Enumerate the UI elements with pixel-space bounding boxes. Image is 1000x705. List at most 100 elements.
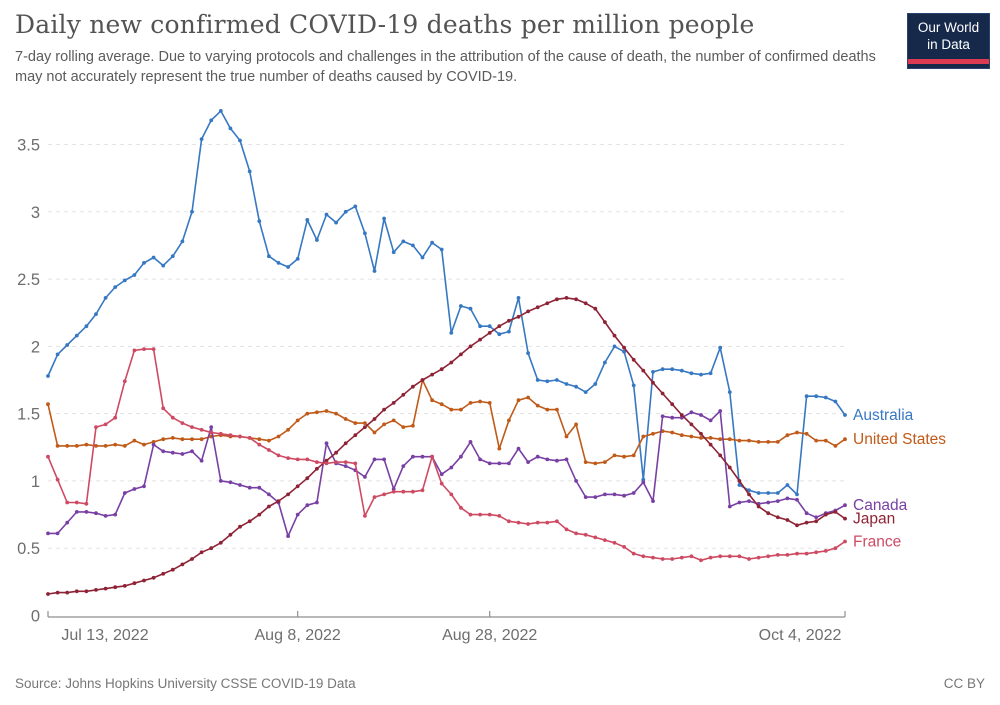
y-grid: 0 0.5 1 1.5 2 2.5 3 3.5 bbox=[17, 137, 845, 626]
data-point bbox=[343, 209, 348, 214]
data-point bbox=[401, 425, 406, 429]
data-point bbox=[708, 442, 713, 447]
legend-label-canada[interactable]: Canada bbox=[853, 497, 908, 514]
license-link[interactable]: CC BY bbox=[943, 676, 985, 691]
data-point bbox=[324, 458, 329, 463]
data-point bbox=[583, 390, 588, 394]
data-point bbox=[46, 374, 50, 378]
data-point bbox=[449, 331, 454, 335]
data-point bbox=[449, 492, 454, 497]
legend-label-japan[interactable]: Japan bbox=[853, 511, 895, 528]
data-point bbox=[180, 421, 185, 425]
data-point bbox=[411, 489, 415, 494]
data-point bbox=[679, 413, 684, 417]
data-point bbox=[305, 218, 310, 222]
data-point bbox=[257, 485, 262, 490]
data-point bbox=[478, 512, 482, 517]
data-point bbox=[747, 499, 751, 503]
data-point bbox=[593, 461, 598, 466]
data-point bbox=[46, 531, 50, 536]
data-point bbox=[718, 453, 723, 458]
data-point bbox=[401, 464, 406, 468]
legend-label-united-states[interactable]: United States bbox=[853, 431, 946, 448]
data-point bbox=[689, 434, 694, 439]
data-point bbox=[631, 551, 636, 556]
series-line-canada bbox=[47, 410, 846, 537]
data-point bbox=[439, 367, 444, 372]
data-point bbox=[526, 351, 530, 355]
y-tick-label: 3 bbox=[31, 204, 40, 222]
series-france: France bbox=[46, 347, 901, 563]
data-point bbox=[218, 479, 223, 483]
chart-header: Daily new confirmed COVID-19 deaths per … bbox=[15, 10, 895, 87]
data-point bbox=[267, 254, 271, 259]
data-point bbox=[113, 585, 118, 590]
data-point bbox=[603, 360, 607, 365]
data-point bbox=[468, 306, 473, 311]
data-point bbox=[775, 499, 780, 503]
data-point bbox=[631, 453, 636, 458]
data-point bbox=[747, 492, 751, 497]
data-point bbox=[487, 401, 492, 405]
data-point bbox=[497, 332, 502, 337]
data-point bbox=[660, 557, 665, 561]
data-point bbox=[113, 442, 118, 447]
data-point bbox=[363, 421, 367, 425]
data-point bbox=[382, 216, 386, 221]
data-point bbox=[46, 592, 50, 596]
owid-logo-red-bar bbox=[908, 58, 989, 64]
data-point bbox=[785, 518, 790, 522]
data-point bbox=[382, 407, 386, 412]
data-point bbox=[843, 516, 847, 521]
data-point bbox=[238, 434, 242, 439]
data-point bbox=[55, 477, 60, 482]
data-point bbox=[689, 410, 694, 415]
data-point bbox=[583, 532, 588, 537]
series-united-states: United States bbox=[46, 378, 946, 466]
data-point bbox=[756, 491, 761, 495]
data-point bbox=[391, 489, 396, 494]
data-point bbox=[823, 438, 828, 443]
data-point bbox=[122, 584, 127, 588]
data-point bbox=[679, 368, 684, 373]
data-point bbox=[65, 343, 70, 347]
data-point bbox=[507, 418, 511, 423]
data-point bbox=[766, 440, 771, 444]
data-point bbox=[151, 442, 156, 447]
legend-label-australia[interactable]: Australia bbox=[853, 407, 914, 424]
data-point bbox=[718, 409, 723, 413]
legend-label-france[interactable]: France bbox=[853, 533, 901, 550]
data-point bbox=[756, 504, 761, 509]
data-point bbox=[199, 137, 204, 142]
data-point bbox=[574, 384, 578, 389]
data-point bbox=[94, 312, 98, 316]
y-tick-label: 3.5 bbox=[17, 137, 40, 155]
data-point bbox=[439, 247, 444, 252]
data-point bbox=[132, 273, 137, 277]
x-tick-label: Oct 4, 2022 bbox=[759, 627, 842, 644]
data-point bbox=[670, 402, 675, 407]
data-point bbox=[679, 555, 684, 560]
data-point bbox=[142, 261, 146, 265]
y-tick-label: 2 bbox=[31, 338, 40, 356]
data-point bbox=[46, 454, 50, 459]
data-point bbox=[55, 590, 60, 595]
data-point bbox=[747, 488, 751, 493]
data-point bbox=[209, 425, 214, 429]
data-point bbox=[545, 301, 550, 306]
data-point bbox=[295, 512, 300, 517]
data-point bbox=[170, 436, 175, 440]
data-point bbox=[747, 438, 751, 443]
owid-logo[interactable]: Our World in Data bbox=[907, 13, 990, 69]
data-point bbox=[190, 209, 194, 214]
data-point bbox=[651, 555, 655, 560]
data-point bbox=[823, 395, 828, 400]
data-point bbox=[727, 554, 732, 559]
data-point bbox=[574, 531, 578, 536]
data-point bbox=[190, 425, 194, 429]
data-point bbox=[267, 504, 271, 509]
data-point bbox=[516, 520, 521, 525]
data-point bbox=[334, 220, 338, 225]
data-point bbox=[459, 352, 463, 357]
